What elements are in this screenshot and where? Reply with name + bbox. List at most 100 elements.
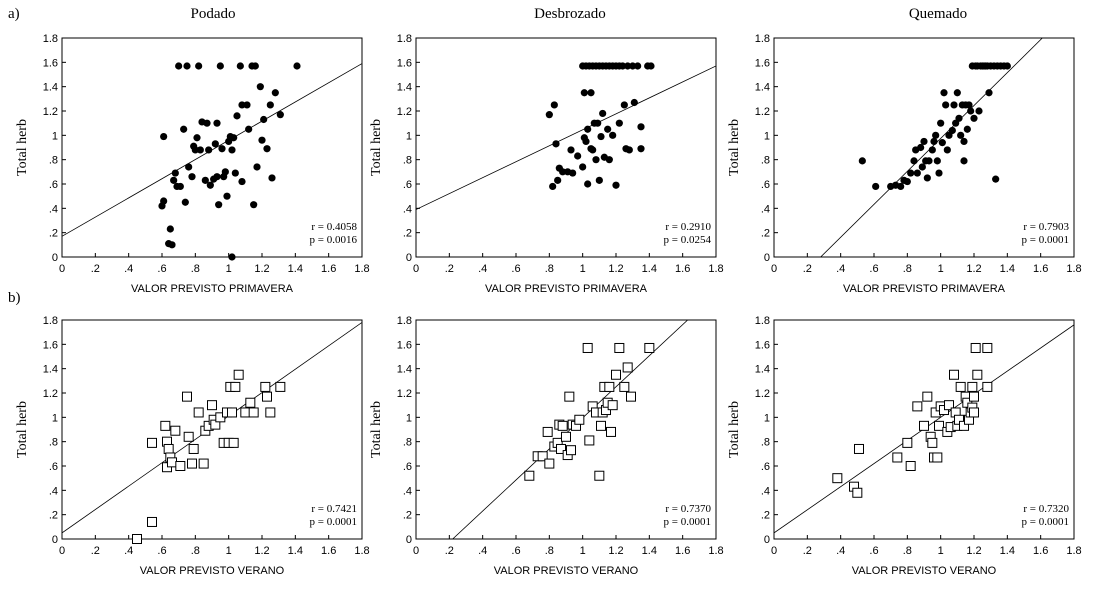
y-tick-label: 0: [52, 252, 58, 264]
data-point: [293, 62, 301, 70]
data-point: [262, 391, 272, 402]
data-point: [647, 62, 655, 70]
x-tick-label: 1.6: [1033, 545, 1048, 557]
data-point: [176, 182, 184, 191]
data-point: [203, 119, 211, 127]
y-tick-label: 1.8: [755, 315, 770, 327]
y-tick-label: .2: [403, 510, 412, 522]
data-point: [970, 114, 978, 122]
data-point: [168, 241, 176, 249]
data-point: [599, 109, 607, 118]
x-tick-label: 1.8: [354, 545, 369, 557]
data-point: [960, 137, 968, 146]
plot-frame: [61, 37, 363, 258]
data-point: [524, 470, 535, 481]
data-point: [276, 111, 284, 119]
data-point: [604, 381, 615, 392]
y-tick-label: .8: [403, 155, 412, 167]
y-tick-label: .2: [403, 228, 412, 240]
data-point: [927, 437, 938, 448]
data-point: [218, 145, 226, 153]
data-point: [934, 420, 944, 431]
y-tick-label: 1: [52, 412, 58, 424]
stat-r: r = 0.4058: [311, 221, 357, 233]
x-tick-label: 1: [226, 545, 232, 557]
data-point: [594, 119, 602, 127]
x-tick-label: 0: [413, 263, 419, 275]
data-point: [854, 443, 864, 454]
data-point: [268, 174, 276, 182]
x-tick-label: .2: [91, 263, 100, 275]
data-point: [215, 201, 223, 209]
data-point: [942, 101, 950, 109]
data-point: [595, 176, 603, 184]
y-tick-label: 1.8: [755, 33, 770, 45]
x-tick-label: .2: [91, 545, 100, 557]
y-tick-label: .2: [761, 510, 770, 522]
y-tick-label: .2: [49, 228, 58, 240]
x-tick-label: 1.4: [288, 263, 303, 275]
data-point: [605, 156, 613, 164]
x-tick-label: .6: [869, 545, 878, 557]
data-point: [619, 381, 630, 392]
stat-p: p = 0.0016: [310, 234, 358, 246]
y-tick-label: 1.4: [397, 364, 412, 376]
x-tick-label: 0: [771, 263, 777, 275]
y-tick-label: 1: [764, 412, 770, 424]
stat-p: p = 0.0001: [1022, 516, 1069, 528]
x-axis-label: VALOR PREVISTO PRIMAVERA: [843, 283, 1006, 295]
x-tick-label: .6: [869, 263, 878, 275]
x-tick-label: 0: [59, 545, 65, 557]
data-point: [592, 156, 600, 164]
data-point: [230, 134, 238, 142]
data-point: [940, 89, 948, 97]
data-point: [897, 182, 905, 191]
data-point: [634, 62, 642, 70]
data-point: [569, 169, 577, 177]
x-tick-label: .8: [903, 263, 912, 275]
y-tick-label: .4: [49, 485, 58, 497]
y-tick-label: 1.2: [755, 106, 770, 118]
y-tick-label: .8: [49, 437, 58, 449]
data-point: [584, 180, 592, 188]
x-tick-label: 1.4: [1000, 263, 1015, 275]
data-point: [132, 534, 142, 544]
y-tick-label: .4: [761, 485, 770, 497]
x-tick-label: 1.6: [675, 263, 690, 275]
data-point: [544, 458, 555, 469]
data-point: [626, 391, 636, 402]
x-tick-label: .2: [445, 263, 454, 275]
data-point: [170, 176, 178, 184]
data-point: [559, 168, 567, 176]
data-point: [552, 140, 560, 148]
data-point: [549, 182, 557, 191]
data-point: [170, 425, 181, 436]
y-tick-label: 1.6: [755, 339, 770, 351]
data-point: [275, 381, 286, 392]
data-point: [925, 157, 933, 165]
x-tick-label: 1.6: [321, 263, 336, 275]
x-tick-label: .6: [157, 545, 166, 557]
data-point: [629, 62, 637, 70]
x-tick-label: 0: [771, 545, 777, 557]
y-tick-label: 1: [406, 130, 412, 142]
data-point: [614, 342, 625, 353]
data-point: [206, 181, 214, 189]
data-point: [191, 146, 199, 154]
data-point: [185, 163, 193, 171]
data-point: [972, 369, 983, 380]
data-point: [175, 62, 183, 70]
x-tick-label: .6: [511, 545, 520, 557]
data-point: [930, 137, 938, 146]
data-point: [630, 98, 638, 107]
x-tick-label: 1: [580, 263, 586, 275]
data-point: [545, 111, 553, 119]
data-point: [230, 381, 241, 392]
data-point: [231, 169, 239, 177]
data-point: [537, 451, 548, 462]
y-tick-label: .6: [403, 179, 412, 191]
x-tick-label: 1.2: [966, 545, 981, 557]
data-point: [207, 400, 217, 411]
data-point: [198, 458, 209, 469]
